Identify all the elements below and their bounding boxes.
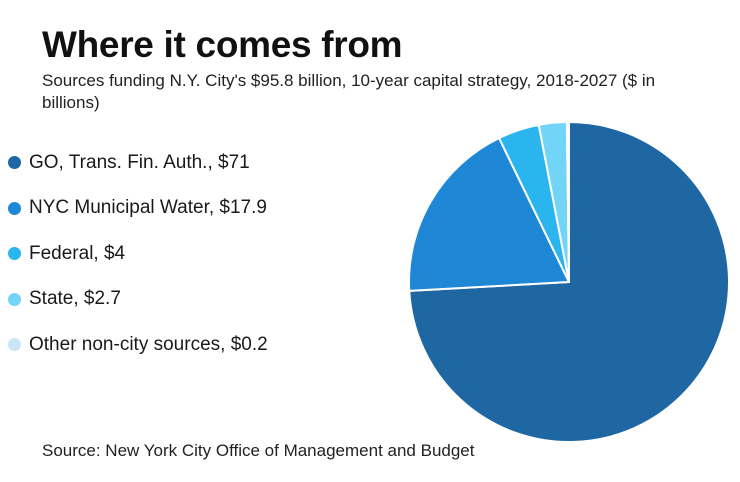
legend-item-state: State, $2.7 <box>8 277 268 323</box>
legend-swatch-other <box>8 338 21 352</box>
legend-label-municipal-water: NYC Municipal Water, $17.9 <box>29 197 267 219</box>
legend: GO, Trans. Fin. Auth., $71 NYC Municipal… <box>8 140 268 368</box>
legend-item-go-tfa: GO, Trans. Fin. Auth., $71 <box>8 140 268 186</box>
legend-item-municipal-water: NYC Municipal Water, $17.9 <box>8 186 268 232</box>
legend-item-federal: Federal, $4 <box>8 231 268 277</box>
legend-label-federal: Federal, $4 <box>29 242 126 264</box>
pie-slice-municipal-water <box>408 137 570 292</box>
legend-label-state: State, $2.7 <box>29 288 121 310</box>
source-note: Source: New York City Office of Manageme… <box>42 441 475 460</box>
legend-swatch-go-tfa <box>8 156 21 170</box>
chart-subtitle: Sources funding N.Y. City's $95.8 billio… <box>42 71 656 112</box>
legend-swatch-municipal-water <box>8 201 21 215</box>
legend-item-other: Other non-city sources, $0.2 <box>8 322 268 368</box>
legend-label-go-tfa: GO, Trans. Fin. Auth., $71 <box>29 151 250 173</box>
legend-label-other: Other non-city sources, $0.2 <box>29 333 268 355</box>
chart-title: Where it comes from <box>42 24 403 65</box>
legend-swatch-federal <box>8 247 21 261</box>
legend-swatch-state <box>8 292 21 306</box>
pie-slice-other <box>565 120 570 283</box>
